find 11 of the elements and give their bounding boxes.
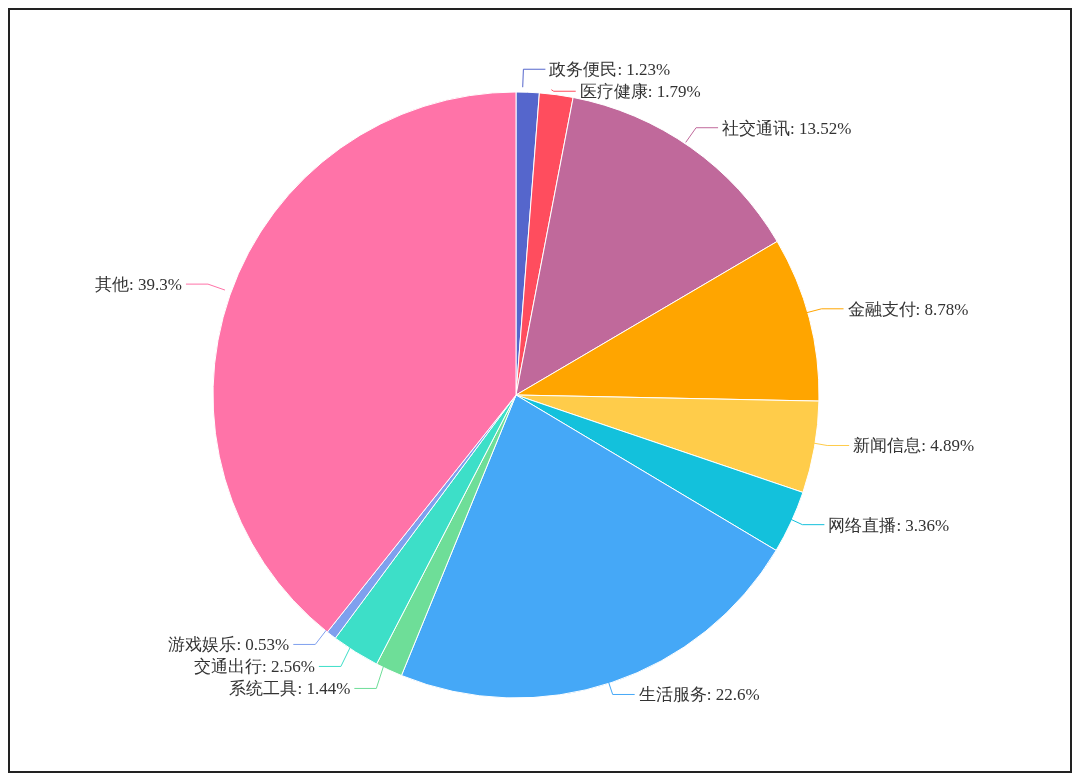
slice-label: 新闻信息: 4.89% [853, 436, 975, 456]
slice-label: 生活服务: 22.6% [638, 685, 760, 705]
slice-label: 系统工具: 1.44% [229, 679, 351, 699]
slice-label: 其他: 39.3% [95, 275, 182, 295]
slice-label: 医疗健康: 1.79% [579, 82, 701, 102]
slice-label: 金融支付: 8.78% [847, 299, 969, 319]
slice-label: 游戏娱乐: 0.53% [168, 635, 290, 655]
slice-label: 社交通讯: 13.52% [722, 118, 852, 138]
slice-label: 交通出行: 2.56% [193, 657, 315, 677]
slice-label: 政务便民: 1.23% [549, 60, 671, 80]
slice-label: 网络直播: 3.36% [828, 515, 950, 535]
